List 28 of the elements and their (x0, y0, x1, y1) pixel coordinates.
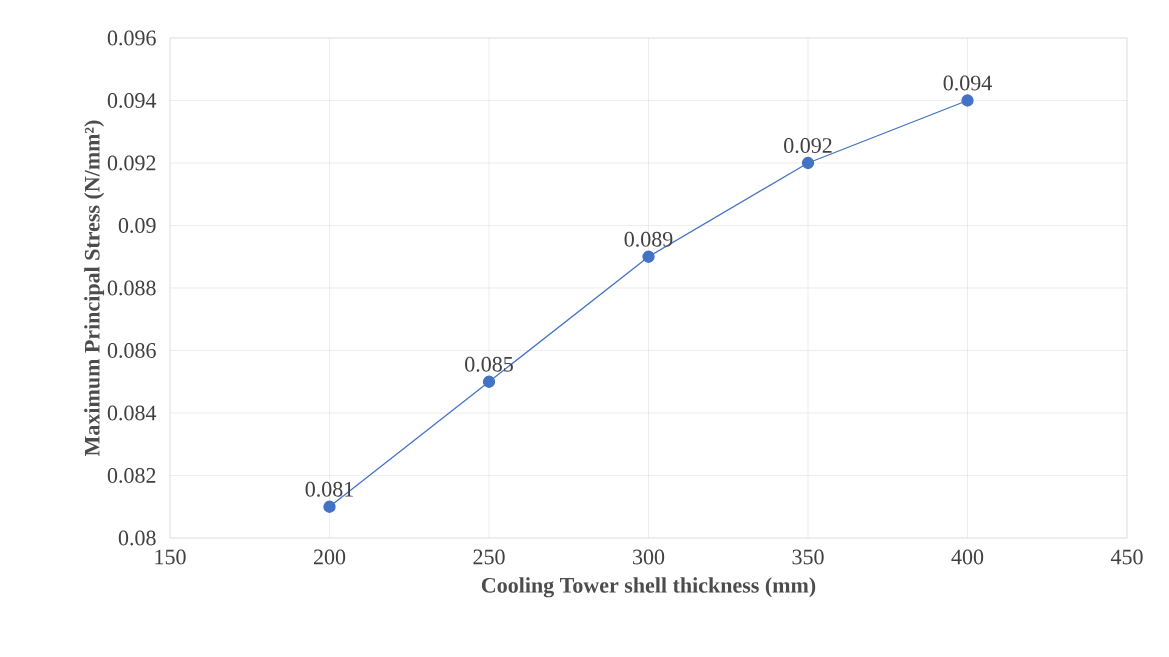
x-axis-title: Cooling Tower shell thickness (mm) (481, 577, 816, 598)
data-label: 0.081 (305, 481, 353, 497)
x-tick-label: 450 (1110, 549, 1143, 565)
y-tick-label: 0.09 (118, 218, 156, 233)
y-tick-label: 0.086 (107, 343, 156, 358)
point (323, 500, 336, 513)
point (801, 156, 815, 170)
point (482, 375, 496, 388)
x-tick-label: 250 (473, 549, 505, 565)
y-tick-label: 0.096 (107, 30, 156, 46)
data-label: 0.085 (465, 356, 513, 372)
y-tick-label: 0.084 (107, 405, 157, 421)
point (961, 94, 974, 107)
y-tick-label: 0.092 (107, 155, 156, 171)
y-tick-label: 0.094 (107, 93, 157, 108)
x-tick-label: 350 (792, 549, 824, 565)
data-label: 0.092 (784, 138, 832, 154)
x-tick-label: 300 (633, 549, 665, 565)
x-tick-label: 150 (155, 549, 186, 565)
x-tick-label: 200 (313, 549, 346, 565)
y-tick-label: 0.082 (107, 468, 156, 483)
x-tick-label: 400 (951, 549, 984, 565)
y-tick-label: 0.088 (107, 280, 156, 296)
data-label: 0.089 (624, 231, 673, 247)
y-tick-label: 0.08 (118, 530, 156, 546)
y-axis-title: Maximum Principal Stress (N/mm²) (84, 120, 105, 456)
point (642, 250, 655, 263)
data-label: 0.094 (943, 75, 992, 91)
